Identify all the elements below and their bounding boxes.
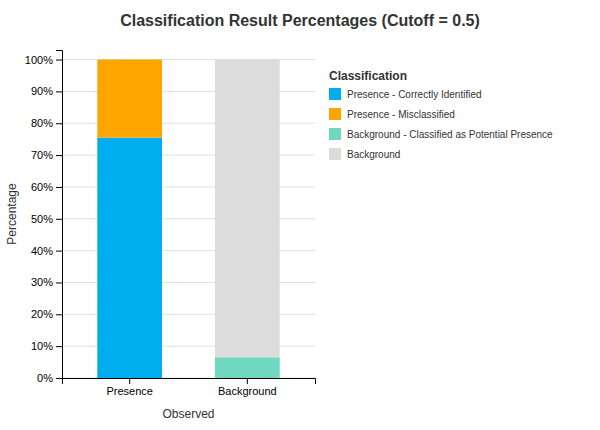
bar-segment [215,60,280,358]
legend-label: Background [347,149,400,160]
y-tick-mark [56,282,62,283]
y-tick: 70% [31,149,62,161]
chart-title: Classification Result Percentages (Cutof… [120,12,480,29]
plot-area: 0% 10% 20% 30% 40% 50% 60% 70% 80% 90% 100% Presenc… [25,51,316,397]
y-tick-label: 30% [31,276,53,288]
bar-series [215,60,280,358]
y-tick-label: 70% [31,149,53,161]
y-tick-mark [56,187,62,188]
bar-series [97,138,162,378]
y-tick: 40% [31,245,62,257]
y-tick: 80% [31,117,62,129]
y-tick-label: 20% [31,308,53,320]
bars [97,60,279,378]
legend-item: Presence - Misclassified [329,108,455,120]
bar-segment [97,59,162,60]
y-tick-label: 90% [31,85,53,97]
bar-series [97,60,162,138]
y-tick: 50% [31,213,62,225]
legend-swatch [329,108,341,120]
legend-item: Presence - Correctly Identified [329,88,482,100]
bar-segment [97,59,162,60]
y-tick: 30% [31,276,62,288]
x-tick-label: Background [218,385,277,397]
chart-svg: 0% 10% 20% 30% 40% 50% 60% 70% 80% 90% 100% Presenc… [0,0,600,430]
y-axis: 0% 10% 20% 30% 40% 50% 60% 70% 80% 90% 100% [25,51,63,385]
y-tick-label: 0% [37,372,53,384]
y-tick-mark [56,155,62,156]
x-tick-mark [247,378,248,384]
x-axis-title: Observed [162,407,214,421]
y-tick: 60% [31,181,62,193]
legend-title: Classification [329,69,407,83]
y-tick-mark [56,123,62,124]
legend-item: Background - Classified as Potential Pre… [329,128,553,140]
y-tick: 0% [37,372,62,384]
y-tick-label: 50% [31,213,53,225]
y-tick: 20% [31,308,62,320]
y-tick-mark [56,346,62,347]
bar-segment [215,357,280,378]
x-tick: Presence [106,378,152,397]
y-tick-label: 10% [31,340,53,352]
legend-item: Background [329,148,400,160]
legend-swatch [329,148,341,160]
legend-label: Background - Classified as Potential Pre… [347,129,553,140]
y-tick-label: 60% [31,181,53,193]
chart-container: 0% 10% 20% 30% 40% 50% 60% 70% 80% 90% 100% Presenc… [0,0,600,430]
y-tick-label: 40% [31,245,53,257]
bar-segment [97,60,162,138]
x-tick: Background [218,378,277,397]
y-tick-label: 80% [31,117,53,129]
legend: Classification Presence - Correctly Ident… [329,69,553,160]
legend-swatch [329,128,341,140]
legend-label: Presence - Correctly Identified [347,89,482,100]
y-tick-mark [56,219,62,220]
bar-segment [97,138,162,378]
y-tick: 10% [31,340,62,352]
y-tick: 100% [25,54,62,66]
y-tick-label: 100% [25,54,53,66]
legend-swatch [329,88,341,100]
y-axis-title: Percentage [5,183,19,245]
x-axis: Presence Background [63,378,316,397]
x-tick-mark [129,378,130,384]
legend-label: Presence - Misclassified [347,109,455,120]
x-axis-line [63,379,316,385]
x-tick-label: Presence [106,385,152,397]
y-tick-mark [56,314,62,315]
y-tick-mark [56,251,62,252]
y-axis-line [56,51,63,379]
y-tick-mark [56,60,62,61]
y-tick-mark [56,91,62,92]
grid [62,60,315,378]
y-tick: 90% [31,85,62,97]
y-tick-mark [56,378,62,379]
bar-series [215,357,280,378]
